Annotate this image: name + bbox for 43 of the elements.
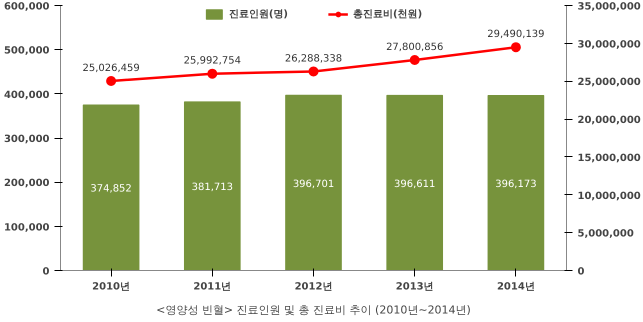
y-tick-label: 400,000	[4, 90, 50, 101]
x-tick-label: 2010년	[92, 282, 130, 292]
data-label: 27,800,856	[386, 42, 444, 54]
data-label: 396,701	[292, 178, 334, 190]
data-label: 26,288,338	[284, 53, 342, 64]
text: <영양성 빈혈> 진료인원 및 총 진료비 추이 (2010년~2014년)	[156, 304, 471, 316]
legend-label: 진료인원(명)	[228, 8, 288, 21]
y-tick-label: 0	[42, 266, 50, 278]
legend-label: 총진료비(천원)	[353, 8, 422, 21]
y2-tick-label: 20,000,000	[578, 115, 641, 126]
y-tick-label: 600,000	[4, 2, 50, 12]
y-tick-label: 200,000	[4, 178, 50, 190]
point	[510, 42, 521, 52]
data-label: 25,026,459	[82, 63, 140, 74]
bar	[488, 95, 544, 270]
y-tick-label: 100,000	[4, 222, 50, 234]
y2-tick-label: 15,000,000	[578, 152, 641, 164]
data-label: 381,713	[192, 182, 233, 194]
x-tick-label: 2011년	[193, 282, 232, 292]
bar	[285, 94, 342, 270]
y-tick-label: 300,000	[4, 134, 50, 145]
y2-tick-label: 25,000,000	[578, 77, 641, 88]
y2-tick-label: 0	[578, 266, 584, 278]
data-label: 396,611	[394, 178, 436, 190]
y2-tick-label: 10,000,000	[578, 190, 641, 202]
point	[207, 68, 218, 79]
y2-tick-label: 35,000,000	[578, 2, 641, 12]
x-tick-label: 2013년	[396, 282, 434, 292]
point	[410, 55, 420, 65]
y2-tick-label: 30,000,000	[578, 39, 641, 50]
data-label: 25,992,754	[184, 56, 241, 67]
data-label: 29,490,139	[487, 29, 545, 40]
bar	[82, 104, 140, 270]
bar	[184, 101, 241, 270]
point	[106, 76, 116, 86]
point	[308, 66, 318, 76]
bar	[386, 94, 444, 270]
data-label: 396,173	[495, 179, 537, 190]
x-tick-label: 2014년	[496, 282, 535, 292]
data-label: 374,852	[90, 184, 132, 195]
x-tick-label: 2012년	[294, 282, 332, 292]
y2-tick-label: 5,000,000	[578, 228, 634, 240]
y-tick-label: 500,000	[4, 46, 50, 57]
